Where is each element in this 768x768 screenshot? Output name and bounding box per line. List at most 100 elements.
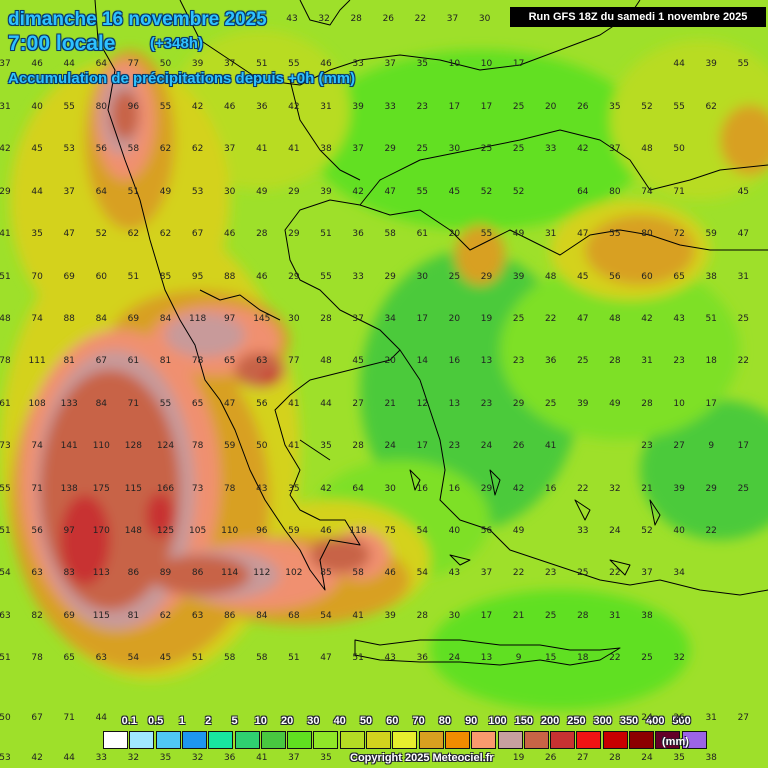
grid-value: 40 xyxy=(31,102,43,112)
grid-value: 41 xyxy=(544,441,557,452)
grid-value: 27 xyxy=(673,441,685,452)
grid-value: 46 xyxy=(320,59,332,69)
grid-value: 39 xyxy=(705,59,717,69)
grid-value: 170 xyxy=(92,526,110,536)
grid-value: 36 xyxy=(416,653,429,664)
grid-value: 108 xyxy=(28,398,46,409)
grid-value: 22 xyxy=(414,14,427,24)
grid-value: 73 xyxy=(0,441,11,452)
grid-value: 16 xyxy=(448,356,461,367)
grid-value: 22 xyxy=(544,314,557,324)
grid-value: 43 xyxy=(673,314,685,324)
grid-value: 62 xyxy=(159,229,172,240)
grid-value: 37 xyxy=(352,144,364,155)
grid-value: 16 xyxy=(544,483,557,494)
grid-value: 45 xyxy=(352,356,364,367)
grid-value: 37 xyxy=(223,59,236,69)
grid-value: 138 xyxy=(60,483,78,494)
grid-value: 67 xyxy=(95,356,108,367)
grid-value: 47 xyxy=(384,186,396,197)
grid-value: 39 xyxy=(352,102,364,112)
legend-label: 10 xyxy=(254,715,267,727)
grid-value: 97 xyxy=(63,526,75,536)
grid-value: 25 xyxy=(577,568,589,579)
grid-value: 60 xyxy=(95,271,108,282)
legend-swatch xyxy=(129,731,155,749)
grid-value: 29 xyxy=(288,186,300,197)
legend-label: 100 xyxy=(488,715,507,727)
grid-value: 27 xyxy=(737,713,750,723)
grid-value: 35 xyxy=(673,753,685,763)
grid-value: 89 xyxy=(159,568,172,579)
grid-value: 102 xyxy=(285,568,303,579)
grid-value: 17 xyxy=(448,102,461,112)
grid-value: 84 xyxy=(95,314,108,324)
grid-value: 23 xyxy=(512,356,525,367)
grid-value: 47 xyxy=(737,229,750,240)
grid-value: 61 xyxy=(127,356,140,367)
grid-value: 22 xyxy=(737,356,750,367)
legend-label: 300 xyxy=(593,715,612,727)
grid-value: 64 xyxy=(95,186,108,197)
grid-value: 32 xyxy=(191,753,204,763)
grid-value: 51 xyxy=(0,271,11,282)
grid-value: 49 xyxy=(256,186,268,197)
grid-value: 28 xyxy=(256,229,268,240)
grid-value: 54 xyxy=(320,610,332,621)
grid-value: 48 xyxy=(641,144,653,155)
grid-value: 29 xyxy=(288,271,300,282)
grid-value: 49 xyxy=(609,398,621,409)
grid-value: 52 xyxy=(641,102,653,112)
grid-value: 63 xyxy=(31,568,43,579)
legend-swatch xyxy=(523,731,549,749)
grid-value: 46 xyxy=(223,102,236,112)
grid-value: 24 xyxy=(609,526,621,536)
grid-value: 50 xyxy=(256,441,268,452)
grid-value: 38 xyxy=(705,753,717,763)
grid-value: 27 xyxy=(352,398,364,409)
grid-value: 148 xyxy=(124,526,142,536)
grid-value: 61 xyxy=(0,398,11,409)
grid-value: 62 xyxy=(191,144,204,155)
legend-label: 0.5 xyxy=(147,715,164,727)
grid-value: 49 xyxy=(512,229,525,240)
grid-value: 20 xyxy=(544,102,557,112)
grid-value: 51 xyxy=(705,314,717,324)
grid-value: 47 xyxy=(63,229,75,240)
grid-value: 36 xyxy=(352,229,364,240)
grid-value: 16 xyxy=(448,483,461,494)
grid-value: 28 xyxy=(320,314,332,324)
grid-value: 145 xyxy=(253,314,271,324)
grid-value: 88 xyxy=(63,314,75,324)
grid-value: 42 xyxy=(577,144,589,155)
grid-value: 81 xyxy=(127,610,140,621)
grid-value: 52 xyxy=(480,186,493,197)
grid-value: 112 xyxy=(253,568,271,579)
grid-value: 31 xyxy=(544,229,557,240)
grid-value: 52 xyxy=(95,229,108,240)
grid-value: 58 xyxy=(127,144,140,155)
grid-value: 37 xyxy=(480,568,493,579)
grid-value: 58 xyxy=(352,568,364,579)
grid-value: 43 xyxy=(384,653,396,664)
grid-value: 17 xyxy=(416,441,429,452)
grid-value: 25 xyxy=(641,653,653,664)
grid-value: 29 xyxy=(384,144,396,155)
grid-value: 83 xyxy=(63,568,75,579)
grid-value: 26 xyxy=(673,713,685,723)
grid-value: 51 xyxy=(352,653,364,664)
grid-value: 37 xyxy=(609,144,621,155)
grid-value: 41 xyxy=(256,144,268,155)
grid-value: 31 xyxy=(705,713,717,723)
forecast-time: 7:00 locale xyxy=(8,32,116,55)
grid-value: 55 xyxy=(673,102,685,112)
grid-value: 41 xyxy=(352,610,364,621)
grid-value: 42 xyxy=(352,186,364,197)
grid-value: 22 xyxy=(609,653,621,664)
grid-value: 52 xyxy=(512,186,525,197)
grid-value: 51 xyxy=(320,229,332,240)
grid-value: 51 xyxy=(288,653,300,664)
grid-value: 48 xyxy=(0,314,11,324)
grid-value: 33 xyxy=(384,102,396,112)
grid-value: 53 xyxy=(0,753,11,763)
